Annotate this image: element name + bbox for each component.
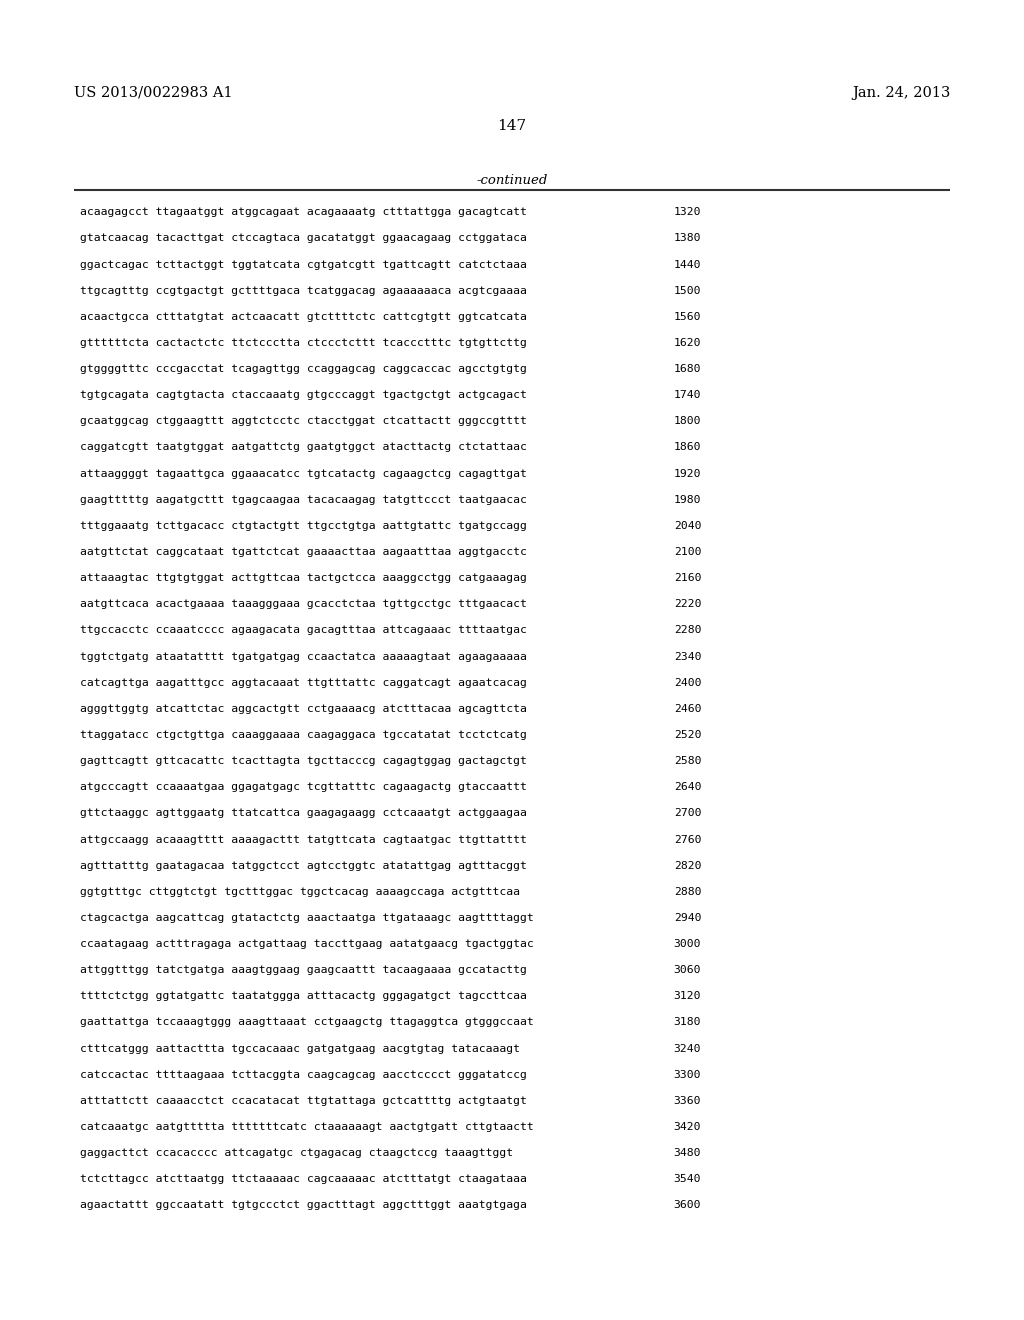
- Text: catcagttga aagatttgcc aggtacaaat ttgtttattc caggatcagt agaatcacag: catcagttga aagatttgcc aggtacaaat ttgttta…: [80, 677, 526, 688]
- Text: ttgcagtttg ccgtgactgt gcttttgaca tcatggacag agaaaaaaca acgtcgaaaa: ttgcagtttg ccgtgactgt gcttttgaca tcatgga…: [80, 285, 526, 296]
- Text: 3420: 3420: [674, 1122, 701, 1133]
- Text: aatgttcaca acactgaaaa taaagggaaa gcacctctaa tgttgcctgc tttgaacact: aatgttcaca acactgaaaa taaagggaaa gcacctc…: [80, 599, 526, 610]
- Text: agtttatttg gaatagacaa tatggctcct agtcctggtc atatattgag agtttacggt: agtttatttg gaatagacaa tatggctcct agtcctg…: [80, 861, 526, 871]
- Text: ctagcactga aagcattcag gtatactctg aaactaatga ttgataaagc aagttttaggt: ctagcactga aagcattcag gtatactctg aaactaa…: [80, 913, 534, 923]
- Text: 3480: 3480: [674, 1148, 701, 1158]
- Text: 2820: 2820: [674, 861, 701, 871]
- Text: attggtttgg tatctgatga aaagtggaag gaagcaattt tacaagaaaa gccatacttg: attggtttgg tatctgatga aaagtggaag gaagcaa…: [80, 965, 526, 975]
- Text: 1800: 1800: [674, 416, 701, 426]
- Text: 1560: 1560: [674, 312, 701, 322]
- Text: ccaatagaag actttragaga actgattaag taccttgaag aatatgaacg tgactggtac: ccaatagaag actttragaga actgattaag tacctt…: [80, 939, 534, 949]
- Text: atttattctt caaaacctct ccacatacat ttgtattaga gctcattttg actgtaatgt: atttattctt caaaacctct ccacatacat ttgtatt…: [80, 1096, 526, 1106]
- Text: tctcttagcc atcttaatgg ttctaaaaac cagcaaaaac atctttatgt ctaagataaa: tctcttagcc atcttaatgg ttctaaaaac cagcaaa…: [80, 1175, 526, 1184]
- Text: 2340: 2340: [674, 652, 701, 661]
- Text: 1500: 1500: [674, 285, 701, 296]
- Text: gttttttcta cactactctc ttctccctta ctccctcttt tcaccctttc tgtgttcttg: gttttttcta cactactctc ttctccctta ctccctc…: [80, 338, 526, 348]
- Text: 1740: 1740: [674, 391, 701, 400]
- Text: 2400: 2400: [674, 677, 701, 688]
- Text: 2460: 2460: [674, 704, 701, 714]
- Text: agggttggtg atcattctac aggcactgtt cctgaaaacg atctttacaa agcagttcta: agggttggtg atcattctac aggcactgtt cctgaaa…: [80, 704, 526, 714]
- Text: acaactgcca ctttatgtat actcaacatt gtcttttctc cattcgtgtt ggtcatcata: acaactgcca ctttatgtat actcaacatt gtctttt…: [80, 312, 526, 322]
- Text: acaagagcct ttagaatggt atggcagaat acagaaaatg ctttattgga gacagtcatt: acaagagcct ttagaatggt atggcagaat acagaaa…: [80, 207, 526, 218]
- Text: 1620: 1620: [674, 338, 701, 348]
- Text: gaattattga tccaaagtggg aaagttaaat cctgaagctg ttagaggtca gtgggccaat: gaattattga tccaaagtggg aaagttaaat cctgaa…: [80, 1018, 534, 1027]
- Text: 2940: 2940: [674, 913, 701, 923]
- Text: 2580: 2580: [674, 756, 701, 766]
- Text: -continued: -continued: [476, 174, 548, 187]
- Text: 3300: 3300: [674, 1069, 701, 1080]
- Text: gtatcaacag tacacttgat ctccagtaca gacatatggt ggaacagaag cctggataca: gtatcaacag tacacttgat ctccagtaca gacatat…: [80, 234, 526, 243]
- Text: attgccaagg acaaagtttt aaaagacttt tatgttcata cagtaatgac ttgttatttt: attgccaagg acaaagtttt aaaagacttt tatgttc…: [80, 834, 526, 845]
- Text: tggtctgatg ataatatttt tgatgatgag ccaactatca aaaaagtaat agaagaaaaa: tggtctgatg ataatatttt tgatgatgag ccaacta…: [80, 652, 526, 661]
- Text: 1680: 1680: [674, 364, 701, 374]
- Text: catccactac ttttaagaaa tcttacggta caagcagcag aacctcccct gggatatccg: catccactac ttttaagaaa tcttacggta caagcag…: [80, 1069, 526, 1080]
- Text: 3600: 3600: [674, 1200, 701, 1210]
- Text: gcaatggcag ctggaagttt aggtctcctc ctacctggat ctcattactt gggccgtttt: gcaatggcag ctggaagttt aggtctcctc ctacctg…: [80, 416, 526, 426]
- Text: catcaaatgc aatgttttta tttttttcatc ctaaaaaagt aactgtgatt cttgtaactt: catcaaatgc aatgttttta tttttttcatc ctaaaa…: [80, 1122, 534, 1133]
- Text: 2280: 2280: [674, 626, 701, 635]
- Text: gtggggtttc cccgacctat tcagagttgg ccaggagcag caggcaccac agcctgtgtg: gtggggtttc cccgacctat tcagagttgg ccaggag…: [80, 364, 526, 374]
- Text: 2700: 2700: [674, 808, 701, 818]
- Text: attaaggggt tagaattgca ggaaacatcc tgtcatactg cagaagctcg cagagttgat: attaaggggt tagaattgca ggaaacatcc tgtcata…: [80, 469, 526, 479]
- Text: caggatcgtt taatgtggat aatgattctg gaatgtggct atacttactg ctctattaac: caggatcgtt taatgtggat aatgattctg gaatgtg…: [80, 442, 526, 453]
- Text: atgcccagtt ccaaaatgaa ggagatgagc tcgttatttc cagaagactg gtaccaattt: atgcccagtt ccaaaatgaa ggagatgagc tcgttat…: [80, 783, 526, 792]
- Text: ttgccacctc ccaaatcccc agaagacata gacagtttaa attcagaaac ttttaatgac: ttgccacctc ccaaatcccc agaagacata gacagtt…: [80, 626, 526, 635]
- Text: 3540: 3540: [674, 1175, 701, 1184]
- Text: 1380: 1380: [674, 234, 701, 243]
- Text: 2220: 2220: [674, 599, 701, 610]
- Text: agaactattt ggccaatatt tgtgccctct ggactttagt aggctttggt aaatgtgaga: agaactattt ggccaatatt tgtgccctct ggacttt…: [80, 1200, 526, 1210]
- Text: 1980: 1980: [674, 495, 701, 504]
- Text: 1440: 1440: [674, 260, 701, 269]
- Text: 1920: 1920: [674, 469, 701, 479]
- Text: ctttcatggg aattacttta tgccacaaac gatgatgaag aacgtgtag tatacaaagt: ctttcatggg aattacttta tgccacaaac gatgatg…: [80, 1044, 520, 1053]
- Text: 2640: 2640: [674, 783, 701, 792]
- Text: 1860: 1860: [674, 442, 701, 453]
- Text: US 2013/0022983 A1: US 2013/0022983 A1: [74, 86, 232, 100]
- Text: attaaagtac ttgtgtggat acttgttcaa tactgctcca aaaggcctgg catgaaagag: attaaagtac ttgtgtggat acttgttcaa tactgct…: [80, 573, 526, 583]
- Text: ggtgtttgc cttggtctgt tgctttggac tggctcacag aaaagccaga actgtttcaa: ggtgtttgc cttggtctgt tgctttggac tggctcac…: [80, 887, 520, 896]
- Text: aatgttctat caggcataat tgattctcat gaaaacttaa aagaatttaa aggtgacctc: aatgttctat caggcataat tgattctcat gaaaact…: [80, 546, 526, 557]
- Text: ttttctctgg ggtatgattc taatatggga atttacactg gggagatgct tagccttcaa: ttttctctgg ggtatgattc taatatggga atttaca…: [80, 991, 526, 1002]
- Text: 3180: 3180: [674, 1018, 701, 1027]
- Text: 2100: 2100: [674, 546, 701, 557]
- Text: tttggaaatg tcttgacacc ctgtactgtt ttgcctgtga aattgtattc tgatgccagg: tttggaaatg tcttgacacc ctgtactgtt ttgcctg…: [80, 521, 526, 531]
- Text: ttaggatacc ctgctgttga caaaggaaaa caagaggaca tgccatatat tcctctcatg: ttaggatacc ctgctgttga caaaggaaaa caagagg…: [80, 730, 526, 741]
- Text: 3060: 3060: [674, 965, 701, 975]
- Text: 3240: 3240: [674, 1044, 701, 1053]
- Text: 2040: 2040: [674, 521, 701, 531]
- Text: gaggacttct ccacacccc attcagatgc ctgagacag ctaagctccg taaagttggt: gaggacttct ccacacccc attcagatgc ctgagaca…: [80, 1148, 513, 1158]
- Text: gaagtttttg aagatgcttt tgagcaagaa tacacaagag tatgttccct taatgaacac: gaagtttttg aagatgcttt tgagcaagaa tacacaa…: [80, 495, 526, 504]
- Text: gagttcagtt gttcacattc tcacttagta tgcttacccg cagagtggag gactagctgt: gagttcagtt gttcacattc tcacttagta tgcttac…: [80, 756, 526, 766]
- Text: 3000: 3000: [674, 939, 701, 949]
- Text: 3360: 3360: [674, 1096, 701, 1106]
- Text: 147: 147: [498, 119, 526, 133]
- Text: 2160: 2160: [674, 573, 701, 583]
- Text: 2520: 2520: [674, 730, 701, 741]
- Text: 1320: 1320: [674, 207, 701, 218]
- Text: ggactcagac tcttactggt tggtatcata cgtgatcgtt tgattcagtt catctctaaa: ggactcagac tcttactggt tggtatcata cgtgatc…: [80, 260, 526, 269]
- Text: Jan. 24, 2013: Jan. 24, 2013: [852, 86, 950, 100]
- Text: 2880: 2880: [674, 887, 701, 896]
- Text: gttctaaggc agttggaatg ttatcattca gaagagaagg cctcaaatgt actggaagaa: gttctaaggc agttggaatg ttatcattca gaagaga…: [80, 808, 526, 818]
- Text: tgtgcagata cagtgtacta ctaccaaatg gtgcccaggt tgactgctgt actgcagact: tgtgcagata cagtgtacta ctaccaaatg gtgccca…: [80, 391, 526, 400]
- Text: 3120: 3120: [674, 991, 701, 1002]
- Text: 2760: 2760: [674, 834, 701, 845]
